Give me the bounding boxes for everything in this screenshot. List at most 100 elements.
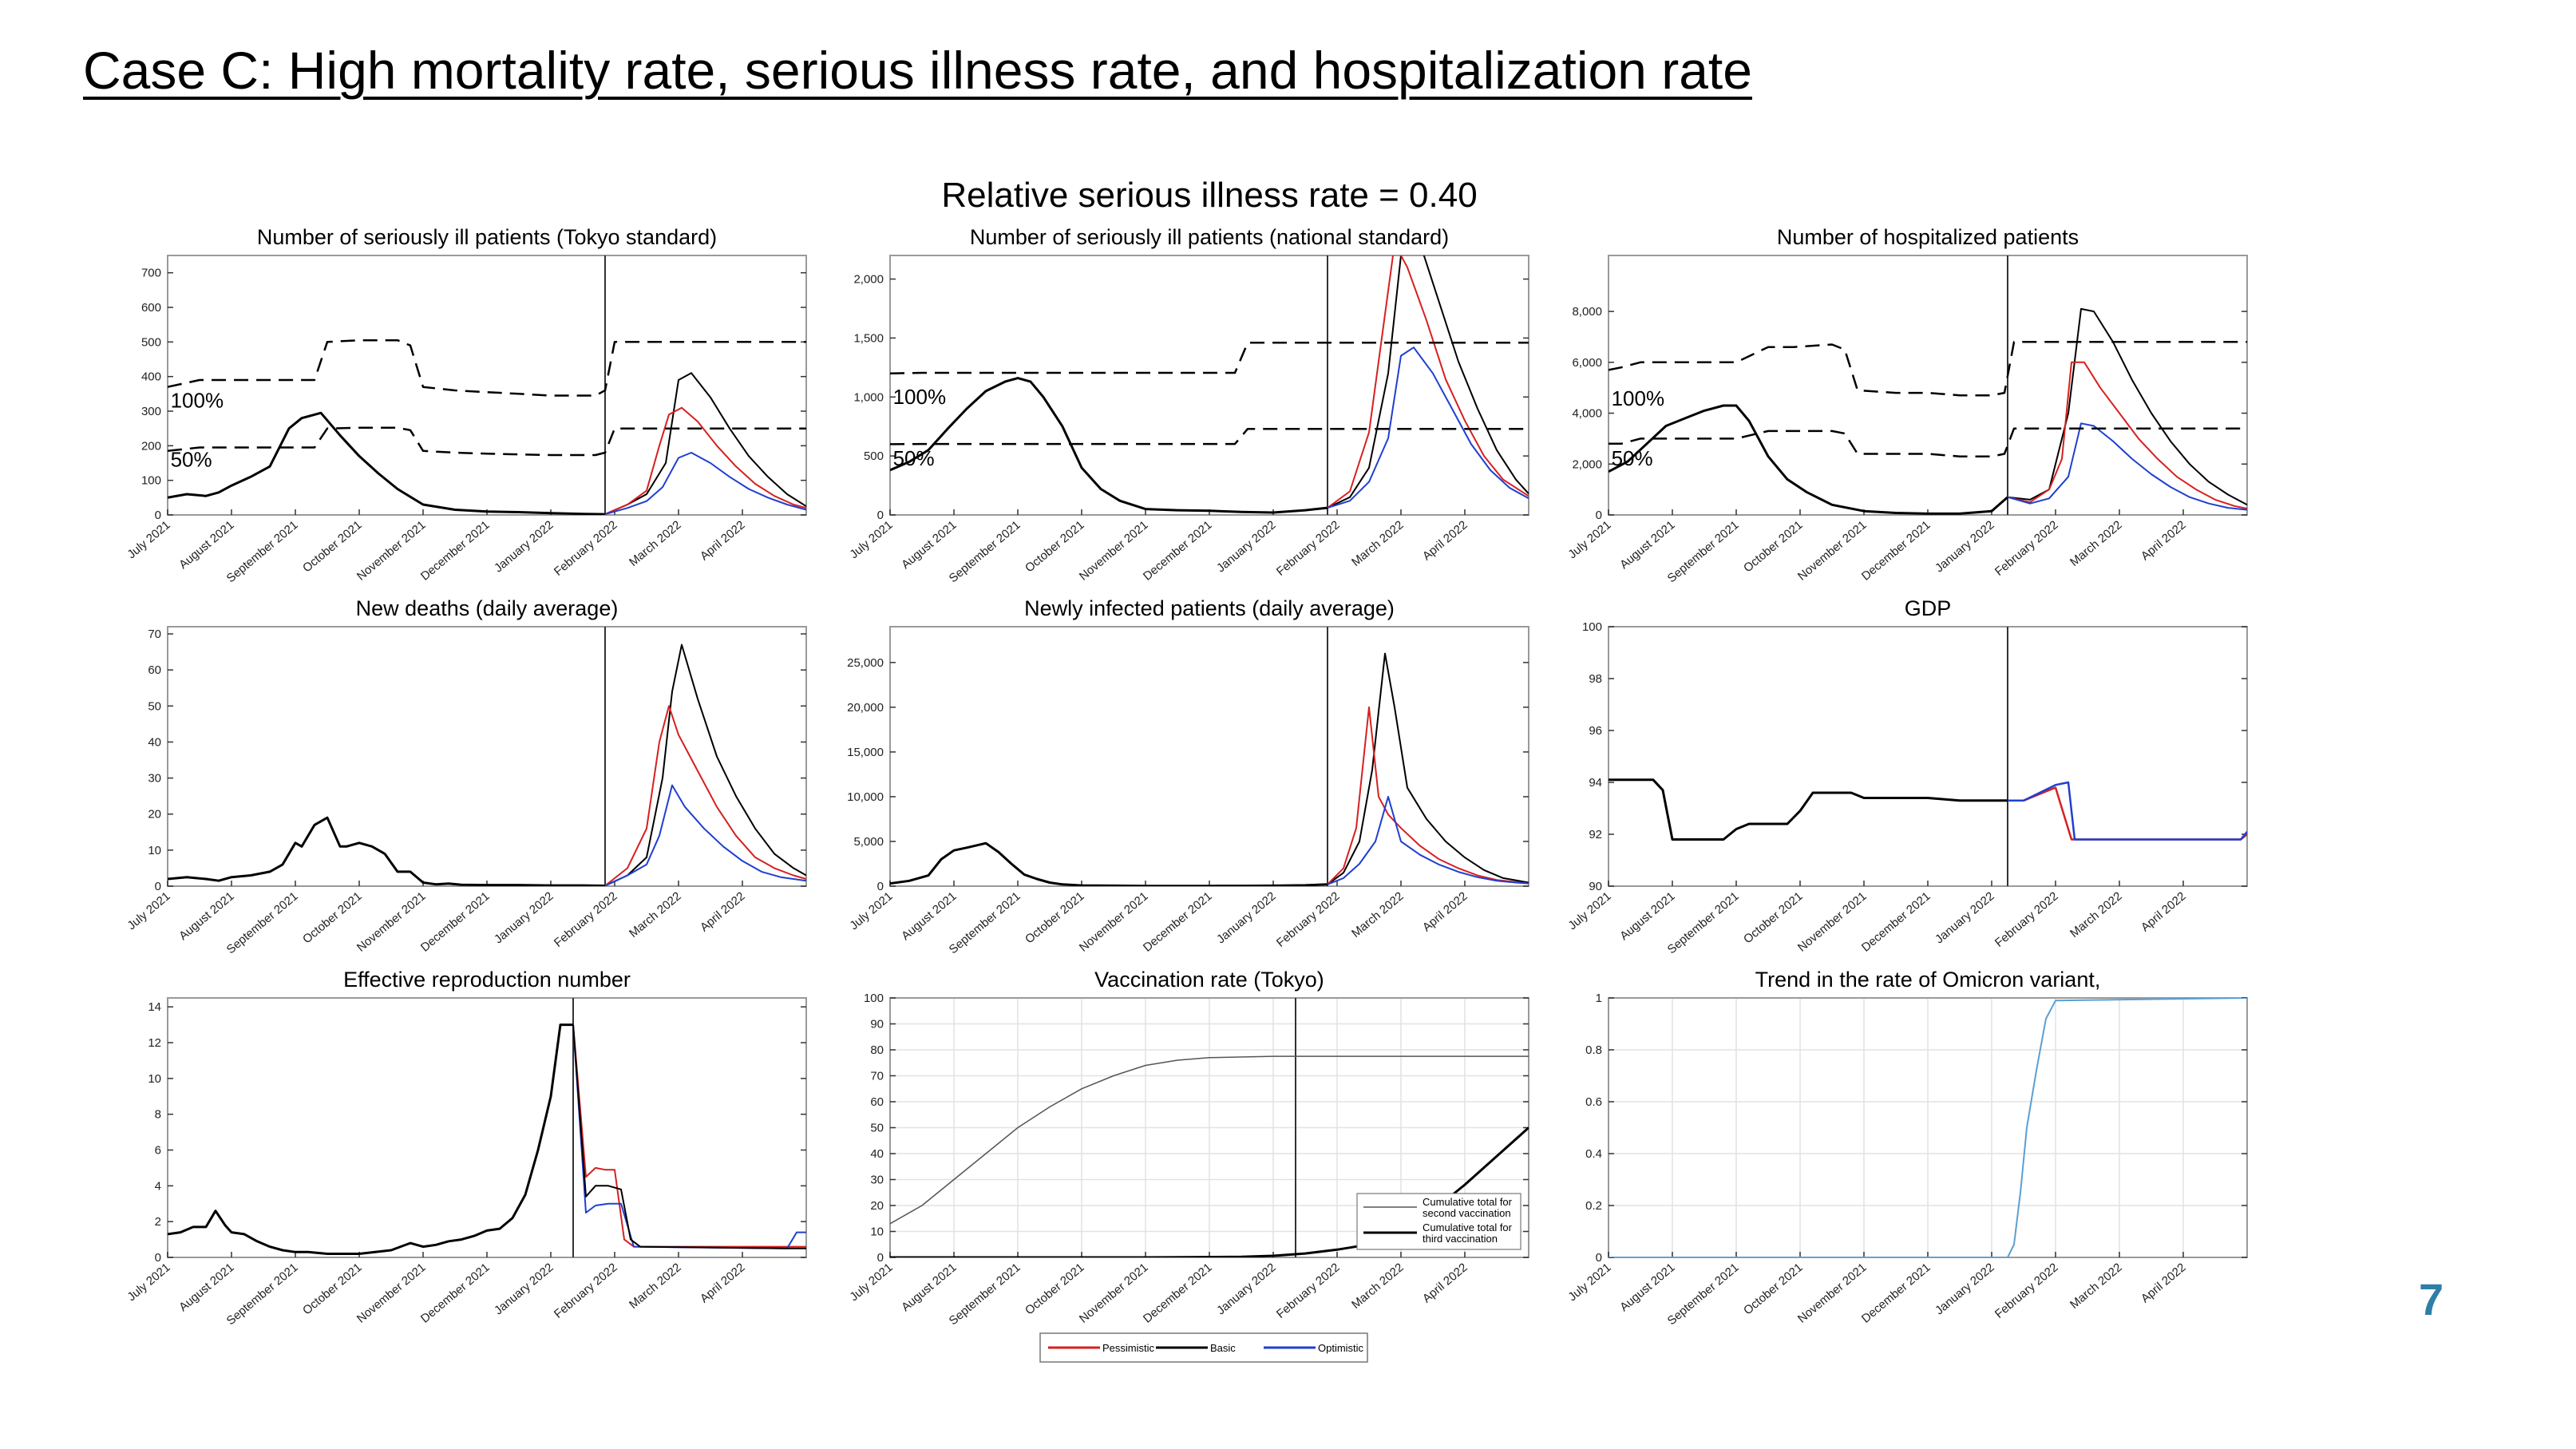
y-tick-label: 0 [1596,509,1602,522]
x-tick-label: March 2022 [1349,1261,1407,1312]
x-tick-label: February 2022 [1274,518,1343,579]
x-tick-label: December 2021 [1141,1261,1215,1326]
annotation-label: 100% [1612,386,1665,410]
page-title: Case C: High mortality rate, serious ill… [83,41,1752,100]
y-tick-label: 0.2 [1585,1199,1602,1213]
x-tick-label: July 2021 [125,889,172,932]
x-tick-label: March 2022 [627,1261,684,1312]
x-tick-label: February 2022 [1274,1261,1343,1321]
series-group [890,652,1529,886]
x-tick-label: January 2022 [1933,1261,1997,1317]
y-tick-label: 700 [141,267,161,280]
y-tick-label: 94 [1589,776,1602,790]
chart-new-deaths: New deaths (daily average) 0 10 20 30 40 50 60 7… [125,596,807,956]
y-tick-label: 92 [1589,828,1602,841]
x-tick-label: July 2021 [1565,518,1613,561]
x-tick-label: March 2022 [1349,518,1407,569]
y-tick-label: 50 [148,699,161,713]
x-tick-label: November 2021 [1795,1261,1870,1326]
x-tick-label: November 2021 [1795,889,1870,955]
y-tick-label: 50 [870,1122,884,1135]
y-tick-label: 1 [1596,992,1602,1005]
y-tick-label: 4,000 [1572,407,1602,421]
x-tick-label: August 2021 [899,1261,959,1314]
chart-title: Effective reproduction number [343,968,631,992]
series-line-basic [1609,778,2008,841]
y-tick-label: 6,000 [1572,356,1602,370]
y-tick-label: 0.4 [1585,1147,1602,1161]
capacity-dashed-line [1609,341,2247,397]
chart-omicron: Trend in the rate of Omicron variant, 0 0.… [1565,968,2248,1328]
x-tick-label: August 2021 [1617,889,1677,943]
y-tick-label: 60 [148,663,161,677]
series-line-cumulative-total-for-third-vaccination [890,1126,1529,1257]
x-tick-label: January 2022 [492,889,556,946]
series-line-basic [168,816,606,886]
x-tick-label: August 2021 [176,518,236,572]
series-line-basic [168,1023,573,1255]
y-tick-label: 0.6 [1585,1095,1602,1109]
chart-tokyo-severe: Number of seriously ill patients (Tokyo … [125,225,807,585]
x-tick-label: July 2021 [125,518,172,561]
chart-title: Number of hospitalized patients [1777,225,2079,249]
figure-suptitle: Relative serious illness rate = 0.40 [941,176,1478,215]
axes-frame [167,626,807,887]
chart-title: Trend in the rate of Omicron variant, [1755,968,2101,992]
y-tick-label: 0 [877,509,884,522]
x-tick-label: October 2021 [300,1261,365,1317]
y-tick-label: 100 [1582,620,1602,634]
x-tick-label: December 2021 [1859,1261,1933,1326]
x-tick-label: October 2021 [1741,889,1806,946]
y-tick-label: 8,000 [1572,305,1602,319]
y-tick-label: 0 [877,1251,884,1265]
chart-title: Vaccination rate (Tokyo) [1094,968,1324,992]
y-tick-label: 10 [870,1225,884,1239]
axes-frame [889,255,1529,516]
legend-label-optimistic: Optimistic [1318,1342,1364,1354]
y-tick-label: 96 [1589,724,1602,738]
y-tick-label: 70 [870,1070,884,1083]
y-tick-label: 98 [1589,672,1602,686]
annotation-label: 50% [893,446,935,470]
axes-frame [1608,255,2248,516]
y-tick-label: 6 [155,1144,161,1158]
y-tick-label: 0 [155,880,161,893]
series-line-pessimistic [604,406,806,515]
series-line-pessimistic [2007,361,2247,509]
legend-label: second vaccination [1423,1207,1511,1219]
axes-frame [1608,626,2248,887]
legend-label: Cumulative total for [1423,1221,1513,1233]
y-tick-label: 2,000 [853,273,884,287]
series-line-main [1609,998,2247,1257]
x-tick-label: April 2022 [1420,889,1470,934]
x-tick-label: January 2022 [492,518,556,575]
y-tick-label: 500 [141,335,161,349]
y-tick-label: 10,000 [847,790,884,804]
x-tick-label: December 2021 [1859,518,1933,584]
series-group [168,643,806,886]
series-line-pessimistic [604,705,806,886]
series-line-basic [604,372,806,515]
y-tick-label: 500 [864,449,884,463]
y-tick-label: 100 [864,992,884,1005]
x-tick-label: April 2022 [1420,1261,1470,1305]
x-tick-label: March 2022 [627,889,684,940]
x-tick-label: March 2022 [627,518,684,569]
series-line-pessimistic [1327,706,1529,885]
series-group [890,1055,1529,1257]
x-tick-label: August 2021 [176,889,236,943]
series-line-basic [1327,255,1529,509]
series-line-pessimistic [1327,255,1529,509]
y-tick-label: 2,000 [1572,457,1602,471]
x-tick-label: December 2021 [418,889,493,955]
y-tick-label: 80 [870,1043,884,1057]
y-tick-label: 15,000 [847,746,884,759]
y-tick-label: 40 [870,1147,884,1161]
x-tick-label: August 2021 [899,518,959,572]
capacity-dashed-line [168,426,806,457]
series-line-optimistic [572,1024,806,1249]
y-tick-label: 30 [148,772,161,786]
legend-label-pessimistic: Pessimistic [1102,1342,1155,1354]
y-tick-label: 20,000 [847,701,884,715]
y-tick-label: 0 [877,880,884,893]
